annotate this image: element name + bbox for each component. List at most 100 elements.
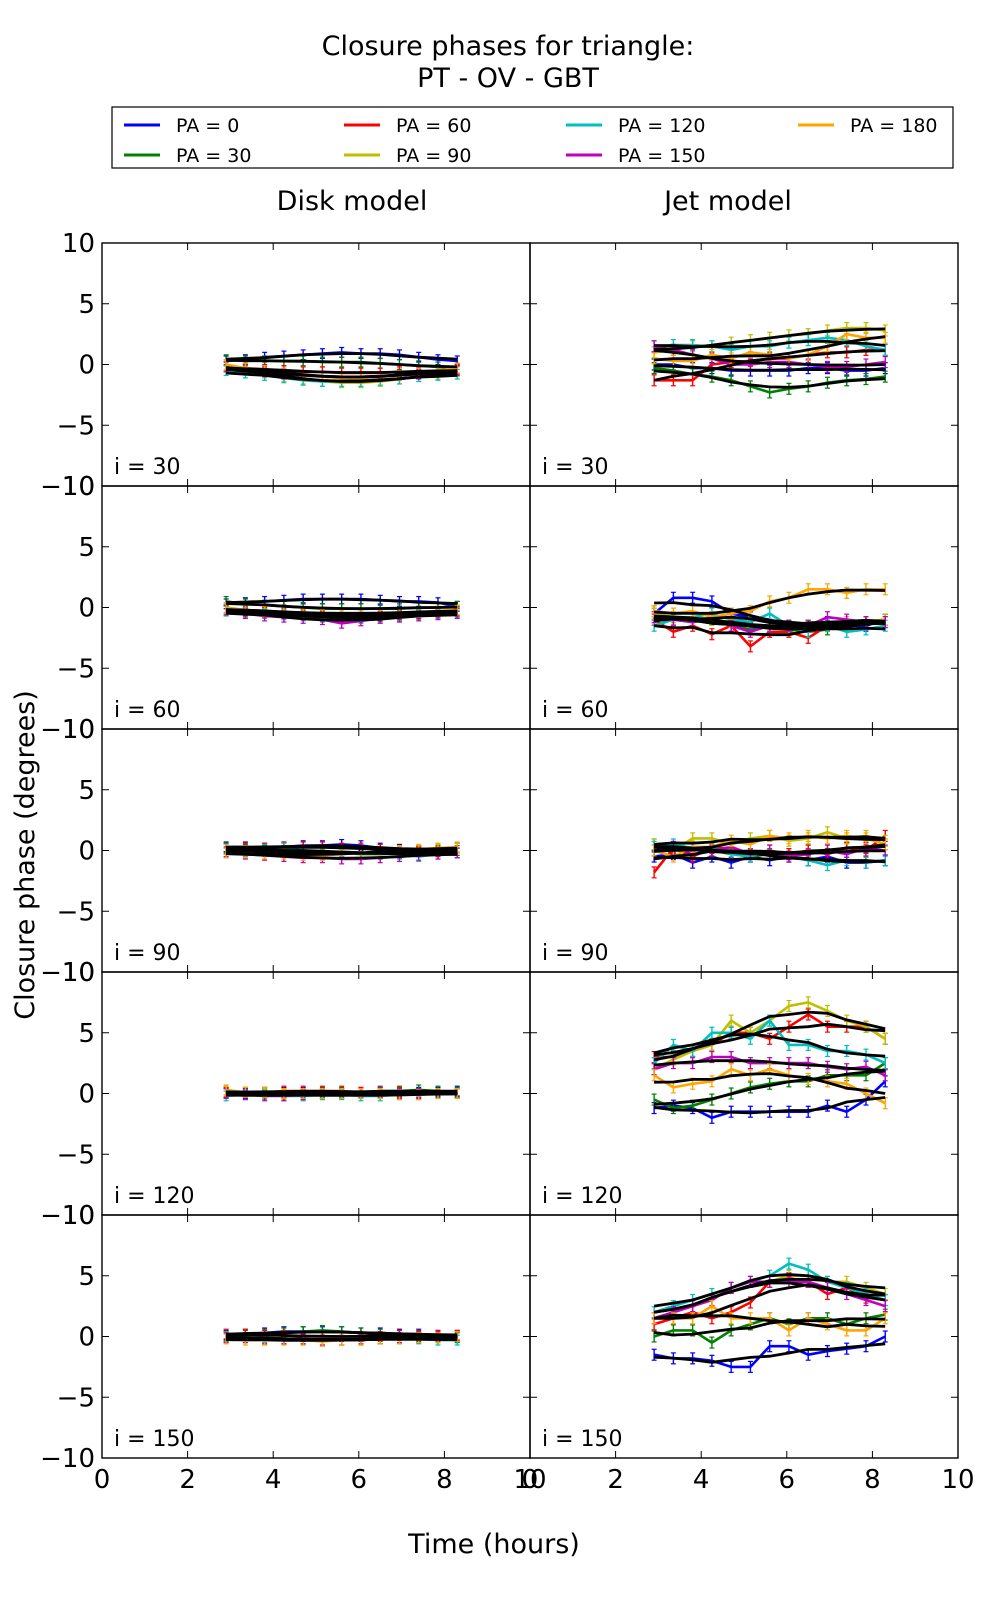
plot-panels: −10 −5 0 5 10 i = 30 i = 30 −10 −5 0 5 10 i = 60 i = … [40,229,974,1495]
model-curve-jet-i-120-pa-180 [654,1072,886,1095]
x-tick-label-jet-i-150-0: 0 [522,1465,539,1495]
y-tick-label-disk-i-90-0: 0 [78,837,95,867]
model-curve-disk-i-60-pa-180 [226,608,458,615]
model-curve-disk-i-30-pa-30 [226,359,458,369]
panel-disk-i-120: −10 −5 0 5 10 i = 120 [40,958,531,1231]
model-curve-jet-i-120-pa-90 [653,1010,886,1062]
panel-disk-i-60: −10 −5 0 5 10 i = 60 [40,472,531,745]
panel-label-disk-i-120: i = 120 [114,1184,195,1209]
legend-label-pa-30: PA = 30 [176,145,251,167]
y-tick-label-disk-i-60--5: −5 [57,654,95,684]
chart-title-line-1: Closure phases for triangle: [322,31,695,62]
model-curve-jet-i-120-pa-120 [653,1032,886,1058]
model-curve-jet-i-60-pa-180 [654,588,886,615]
x-tick-label-jet-i-150-8: 8 [864,1465,881,1495]
model-curve-disk-i-60-pa-150 [226,611,458,622]
panel-frame-jet-i-120 [529,971,959,1216]
model-curve-disk-i-30-pa-120 [226,371,458,383]
model-curve-jet-i-150-pa-150 [653,1281,886,1314]
y-tick-label-disk-i-60-5: 5 [78,533,95,563]
panel-label-jet-i-120: i = 120 [542,1184,623,1209]
y-tick-label-disk-i-120-10: 10 [62,958,95,988]
model-curve-disk-i-30-pa-0 [226,352,458,361]
column-title-jet: Jet model [662,186,792,217]
y-tick-label-disk-i-150-5: 5 [78,1262,95,1292]
x-tick-label-jet-i-150-10: 10 [941,1465,974,1495]
y-tick-label-disk-i-30--10: −10 [40,472,95,502]
model-curve-jet-i-60-pa-60 [653,621,886,637]
y-tick-label-disk-i-90-5: 5 [78,776,95,806]
model-curve-jet-i-120-pa-150 [653,1059,886,1072]
legend-label-pa-90: PA = 90 [396,145,471,167]
panel-label-disk-i-60: i = 60 [114,698,181,723]
model-curve-disk-i-90-pa-180 [226,846,458,856]
model-curve-jet-i-30-pa-180 [654,335,886,362]
y-axis-label: Closure phase (degrees) [10,690,41,1020]
model-curve-jet-i-90-pa-150 [654,848,886,855]
y-tick-label-disk-i-120--10: −10 [40,1201,95,1231]
panel-disk-i-30: −10 −5 0 5 10 i = 30 [40,229,531,502]
x-tick-label-disk-i-150-2: 2 [179,1465,196,1495]
x-tick-label-disk-i-150-4: 4 [265,1465,282,1495]
legend-label-pa-0: PA = 0 [176,115,239,137]
panel-jet-i-30: i = 30 [529,242,959,487]
model-curve-jet-i-150-pa-0 [654,1342,886,1364]
panel-jet-i-90: i = 90 [529,728,959,973]
y-tick-label-disk-i-120-0: 0 [78,1080,95,1110]
panel-label-jet-i-90: i = 90 [542,941,609,966]
x-tick-label-jet-i-150-2: 2 [607,1465,624,1495]
y-tick-label-disk-i-120--5: −5 [57,1140,95,1170]
model-curve-disk-i-120-pa-180 [226,1090,458,1096]
model-curve-jet-i-30-pa-60 [653,349,886,382]
model-curve-jet-i-120-pa-30 [654,1069,886,1106]
panel-jet-i-150: 0 2 4 6 8 10 i = 150 [522,1214,975,1495]
chart-title-line-2: PT - OV - GBT [417,63,599,94]
y-tick-label-disk-i-150-10: 10 [62,1201,95,1231]
panel-label-disk-i-30: i = 30 [114,455,181,480]
x-tick-label-disk-i-150-8: 8 [436,1465,453,1495]
model-curve-jet-i-30-pa-0 [654,364,886,372]
panel-label-jet-i-60: i = 60 [542,698,609,723]
y-tick-label-disk-i-90--10: −10 [40,958,95,988]
model-curve-jet-i-60-pa-150 [654,617,886,629]
model-curve-jet-i-150-pa-30 [653,1317,886,1337]
x-tick-label-jet-i-150-6: 6 [779,1465,796,1495]
legend-label-pa-150: PA = 150 [618,145,706,167]
y-tick-label-disk-i-120-5: 5 [78,1019,95,1049]
model-curve-jet-i-90-pa-180 [654,835,886,853]
panel-label-jet-i-150: i = 150 [542,1427,623,1452]
legend-entries: PA = 0 PA = 30 PA = 60 PA = 90 PA = 120 PA = … [124,115,938,167]
y-tick-label-disk-i-90--5: −5 [57,897,95,927]
model-curve-disk-i-60-pa-0 [226,597,458,605]
x-tick-label-disk-i-150-0: 0 [94,1465,111,1495]
panel-label-disk-i-150: i = 150 [114,1427,195,1452]
x-axis-label: Time (hours) [407,1529,580,1560]
model-curve-disk-i-150-pa-60 [226,1333,458,1338]
y-tick-label-disk-i-150-0: 0 [78,1323,95,1353]
legend-frame [111,106,954,169]
y-tick-label-disk-i-150--10: −10 [40,1444,95,1474]
panel-jet-i-60: i = 60 [529,485,959,730]
y-tick-label-disk-i-60-10: 10 [62,472,95,502]
y-tick-label-disk-i-30--5: −5 [57,411,95,441]
panel-label-jet-i-30: i = 30 [542,455,609,480]
panel-disk-i-90: −10 −5 0 5 10 i = 90 [40,715,531,988]
legend-label-pa-120: PA = 120 [618,115,706,137]
model-curve-disk-i-30-pa-180 [225,366,458,379]
x-tick-label-disk-i-150-6: 6 [351,1465,368,1495]
y-tick-label-disk-i-30-5: 5 [78,290,95,320]
model-curve-disk-i-150-pa-180 [226,1335,458,1342]
legend-label-pa-60: PA = 60 [396,115,471,137]
y-tick-label-disk-i-30-10: 10 [62,229,95,259]
panel-jet-i-120: i = 120 [529,971,959,1216]
x-tick-label-disk-i-150-10: 10 [513,1465,546,1495]
model-curve-jet-i-150-pa-120 [653,1273,886,1308]
panel-frame-disk-i-30 [101,242,531,487]
legend: PA = 0 PA = 30 PA = 60 PA = 90 PA = 120 PA = … [111,106,954,169]
y-tick-label-disk-i-30-0: 0 [78,351,95,381]
model-curve-jet-i-150-pa-180 [653,1313,886,1329]
y-tick-label-disk-i-90-10: 10 [62,715,95,745]
